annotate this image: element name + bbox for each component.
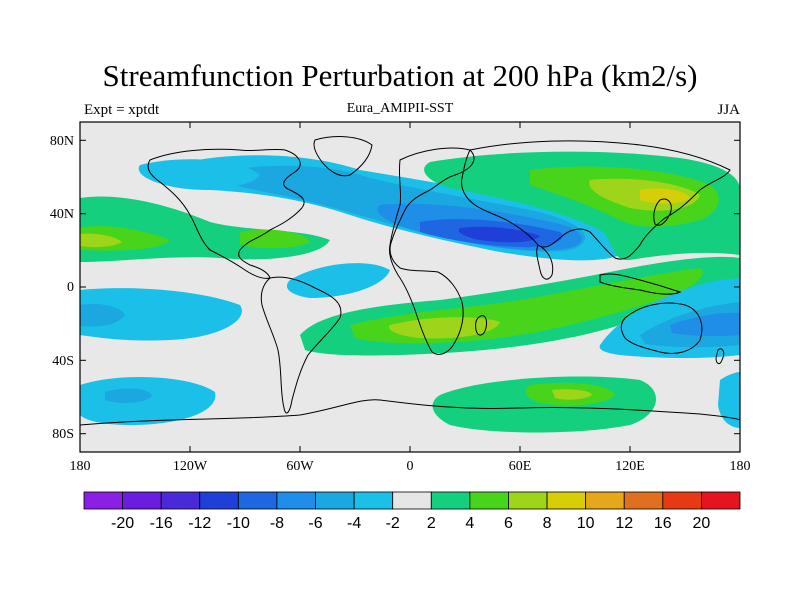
colorbar-swatch <box>430 491 471 510</box>
lon-tick-label: 0 <box>407 459 414 474</box>
colorbar-label: 4 <box>465 515 474 532</box>
colorbar-swatch <box>276 491 316 510</box>
coastline-antarctica <box>80 399 740 426</box>
colorbar-label: -10 <box>227 515 250 532</box>
colorbar-swatch <box>199 491 239 510</box>
colorbar-label: -2 <box>386 515 400 532</box>
coastline-madagascar <box>475 315 487 336</box>
lon-tick-label: 120W <box>173 459 208 474</box>
colorbar-label: 12 <box>615 515 633 532</box>
negative-lobe-far-southeast <box>718 372 740 428</box>
experiment-label: Expt = xptdt <box>84 102 160 118</box>
coastline-asia <box>461 140 731 260</box>
negative-lobe-south-pacific-high-lat <box>80 376 216 425</box>
colorbar-swatch <box>469 491 509 510</box>
lat-tick-label: 0 <box>67 280 74 295</box>
positive-core-americas-inner <box>80 233 122 248</box>
colorbar-swatch <box>508 491 548 510</box>
colorbar-swatch <box>160 491 201 510</box>
colorbar-label: 20 <box>693 515 711 532</box>
colorbar-swatch <box>662 491 702 510</box>
negative-lobe-pacific-north <box>138 159 260 188</box>
positive-core-asia-deep <box>640 188 690 204</box>
negative-lobe-pacific-south <box>80 288 242 341</box>
colorbar-label: -12 <box>188 515 211 532</box>
colorbar-label: 16 <box>654 515 672 532</box>
colorbar: -20 -16 -12 -10 -8 -6 -4 -2 2 4 6 8 10 12 16 20 <box>83 491 741 532</box>
negative-core-north-deepest <box>458 226 540 243</box>
lon-tick-label: 60E <box>509 459 532 474</box>
lon-tick-label: 180 <box>730 459 751 474</box>
coastline-north-america <box>147 148 305 279</box>
lat-tick-label: 80S <box>52 427 74 442</box>
colorbar-label: 10 <box>577 515 595 532</box>
colorbar-label: -4 <box>347 515 361 532</box>
positive-core-southern-ocean-deep <box>552 389 592 400</box>
coastline-india <box>536 244 554 280</box>
lon-ticks <box>189 122 631 452</box>
colorbar-label: -8 <box>270 515 284 532</box>
coastline-europe-africa <box>389 147 475 355</box>
run-name-label: Eura_AMIPII-SST <box>346 101 454 116</box>
plot-title: Streamfunction Perturbation at 200 hPa (… <box>102 58 698 93</box>
lon-tick-label: 180 <box>70 459 91 474</box>
lon-tick-label: 120E <box>615 459 645 474</box>
lon-tick-label: 60W <box>286 459 314 474</box>
coastline-greenland <box>313 136 373 177</box>
contour-field <box>80 136 740 433</box>
colorbar-swatch <box>585 491 625 510</box>
colorbar-label: -16 <box>150 515 173 532</box>
negative-core-south-pacific-high-lat <box>105 388 152 404</box>
negative-lobe-atlantic <box>286 263 390 298</box>
coastline-indonesia <box>599 273 682 295</box>
colorbar-swatch <box>623 491 664 510</box>
colorbar-label: 8 <box>543 515 552 532</box>
colorbar-swatch <box>701 491 741 510</box>
lat-tick-label: 40S <box>52 354 74 369</box>
colorbar-swatch <box>392 491 432 510</box>
lat-tick-label: 40N <box>50 207 74 222</box>
season-label: JJA <box>717 102 740 118</box>
colorbar-label: 6 <box>504 515 513 532</box>
coastline-new-zealand <box>715 348 725 365</box>
coastline-south-america <box>260 276 342 414</box>
colorbar-swatch <box>83 491 123 510</box>
negative-lobe-pacific-south-inner <box>80 304 125 327</box>
coastline-australia <box>620 302 703 354</box>
colorbar-label: -20 <box>111 515 134 532</box>
lat-tick-label: 80N <box>50 134 74 149</box>
colorbar-swatch <box>353 491 394 510</box>
coastline-japan <box>653 198 672 226</box>
colorbar-label: -6 <box>308 515 322 532</box>
positive-lobe-caribbean <box>240 229 310 249</box>
colorbar-swatch <box>122 491 162 510</box>
colorbar-label: 2 <box>427 515 436 532</box>
colorbar-swatch <box>546 491 587 510</box>
colorbar-swatch <box>315 491 355 510</box>
lat-ticks <box>80 139 740 435</box>
colorbar-swatch <box>237 491 278 510</box>
coastlines <box>80 136 740 426</box>
positive-core-south <box>388 317 500 339</box>
negative-core-australia-deep <box>670 312 740 337</box>
